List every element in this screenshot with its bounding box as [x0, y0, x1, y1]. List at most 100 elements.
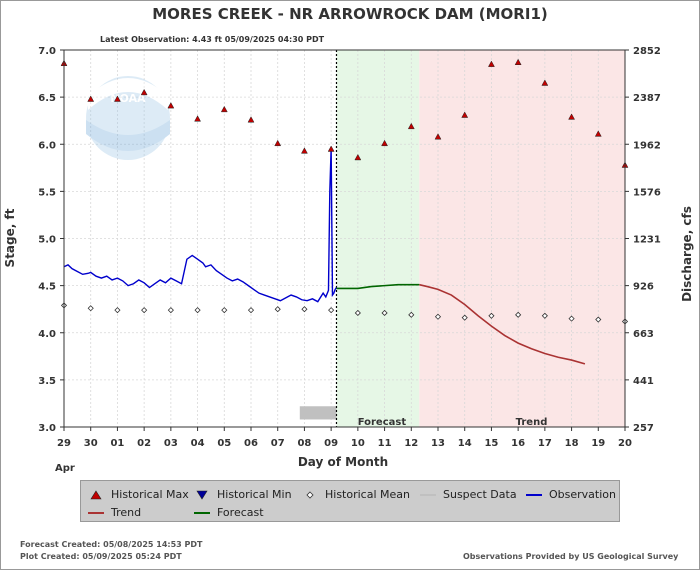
y-tick-label-left: 5.0	[38, 235, 56, 246]
noaa-logo-watermark: NOAA	[86, 76, 170, 160]
x-tick-label: 05	[217, 438, 231, 449]
x-tick-label: 04	[191, 438, 205, 449]
x-tick-label: 17	[538, 438, 552, 449]
historical-max-point	[461, 111, 469, 118]
x-axis-month-label: Apr	[55, 463, 75, 474]
y-tick-label-left: 3.0	[38, 423, 56, 434]
historical-max-point	[568, 113, 575, 120]
series-line-forecast	[336, 283, 420, 290]
historical-max-point	[114, 95, 121, 102]
y-tick-label-left: 3.5	[38, 376, 56, 387]
blue-line-icon	[525, 489, 543, 501]
data-provider-text: Observations Provided by US Geological S…	[463, 552, 679, 561]
y-tick-label-right: 926	[633, 282, 654, 293]
gray-line-icon	[419, 489, 437, 501]
historical-mean-point	[301, 306, 308, 313]
historical-mean-point	[194, 307, 201, 314]
legend-label: Trend	[111, 506, 142, 519]
x-tick-label: 10	[351, 438, 365, 449]
series-line-trend	[419, 283, 586, 365]
legend-item-observation: Observation	[525, 488, 616, 501]
x-tick-label: 16	[511, 438, 525, 449]
y-tick-label-left: 7.0	[38, 46, 56, 57]
logo-outer-circle	[86, 76, 170, 160]
legend-item-historical-max: Historical Max	[87, 488, 189, 501]
historical-max-point	[594, 130, 602, 137]
x-tick-label: 11	[378, 438, 392, 449]
x-tick-label: 03	[164, 438, 178, 449]
historical-max-point	[220, 105, 228, 113]
legend-label: Historical Min	[217, 488, 292, 501]
y-tick-label-left: 4.0	[38, 329, 56, 340]
x-tick-label: 08	[297, 438, 311, 449]
historical-mean-point	[381, 309, 388, 317]
y-tick-label-left: 4.5	[38, 282, 56, 293]
chart-title: MORES CREEK - NR ARROWROCK DAM (MORI1)	[152, 5, 548, 23]
plot-created-text: Plot Created: 05/09/2025 05:24 PDT	[20, 552, 182, 561]
legend-item-historical-mean: Historical Mean	[301, 488, 410, 501]
historical-max-point	[247, 116, 255, 123]
y-tick-label-right: 2387	[633, 93, 661, 104]
historical-mean-point	[354, 309, 361, 317]
x-tick-label: 02	[137, 438, 151, 449]
x-tick-label: 09	[324, 438, 338, 449]
forecast-created-text: Forecast Created: 05/08/2025 14:53 PDT	[20, 540, 203, 549]
x-tick-label: 30	[84, 438, 98, 449]
y-axis-left-label: Stage, ft	[3, 208, 17, 267]
y-tick-label-right: 1962	[633, 140, 661, 151]
legend-item-historical-min: Historical Min	[193, 488, 292, 501]
historical-mean-point	[408, 311, 415, 318]
plot-area: NOAA Forecast Trend 29 30 01 02 03 04 05 06 07 08 09 1…	[38, 46, 661, 449]
x-tick-label: 20	[618, 438, 632, 449]
historical-mean-point	[114, 307, 121, 314]
historical-mean-point	[461, 314, 468, 321]
historical-mean-point	[488, 312, 495, 319]
x-axis-label: Day of Month	[298, 455, 388, 469]
historical-max-point	[140, 88, 148, 96]
zone-label-forecast: Forecast	[358, 417, 407, 428]
y-tick-label-right: 663	[633, 329, 654, 340]
zone-label-trend: Trend	[516, 417, 548, 428]
x-tick-label: 19	[591, 438, 605, 449]
historical-mean-point	[434, 313, 442, 320]
historical-mean-point	[221, 307, 228, 314]
legend: Historical Max Historical Min Historical…	[80, 480, 620, 522]
historical-mean-point	[328, 307, 335, 314]
green-line-icon	[193, 507, 211, 519]
logo-wave	[86, 120, 170, 151]
historical-mean-point	[87, 305, 94, 312]
legend-label: Suspect Data	[443, 488, 517, 501]
historical-max-point	[434, 133, 442, 140]
historical-max-point	[407, 122, 415, 130]
historical-max-point	[87, 95, 95, 102]
historical-mean-point	[568, 315, 575, 322]
blue-down-triangle-icon	[193, 489, 211, 501]
logo-gull	[88, 78, 168, 110]
logo-text: NOAA	[110, 92, 146, 105]
y-tick-label-right: 441	[633, 376, 654, 387]
legend-label: Forecast	[217, 506, 264, 519]
x-tick-label: 12	[404, 438, 418, 449]
historical-mean-point	[595, 316, 602, 323]
historical-mean-point	[167, 307, 174, 314]
y-tick-label-left: 6.0	[38, 140, 56, 151]
historical-max-point	[354, 153, 362, 161]
x-tick-label: 13	[431, 438, 445, 449]
historical-max-point	[541, 79, 549, 86]
historical-mean-point	[141, 307, 148, 314]
zone-trend	[419, 50, 625, 427]
x-tick-label: 07	[271, 438, 285, 449]
x-tick-label: 14	[458, 438, 472, 449]
y-tick-label-right: 2852	[633, 46, 661, 57]
historical-mean-point	[247, 307, 255, 314]
red-line-icon	[87, 507, 105, 519]
y-tick-label-left: 5.5	[38, 187, 56, 198]
suspect-data-bar	[299, 406, 337, 420]
y-tick-label-right: 1576	[633, 187, 661, 198]
legend-item-trend: Trend	[87, 506, 141, 519]
latest-observation-text: Latest Observation: 4.43 ft 05/09/2025 0…	[100, 35, 325, 44]
legend-label: Observation	[549, 488, 616, 501]
historical-max-point	[274, 139, 282, 147]
y-axis-right-label: Discharge, cfs	[680, 206, 694, 302]
